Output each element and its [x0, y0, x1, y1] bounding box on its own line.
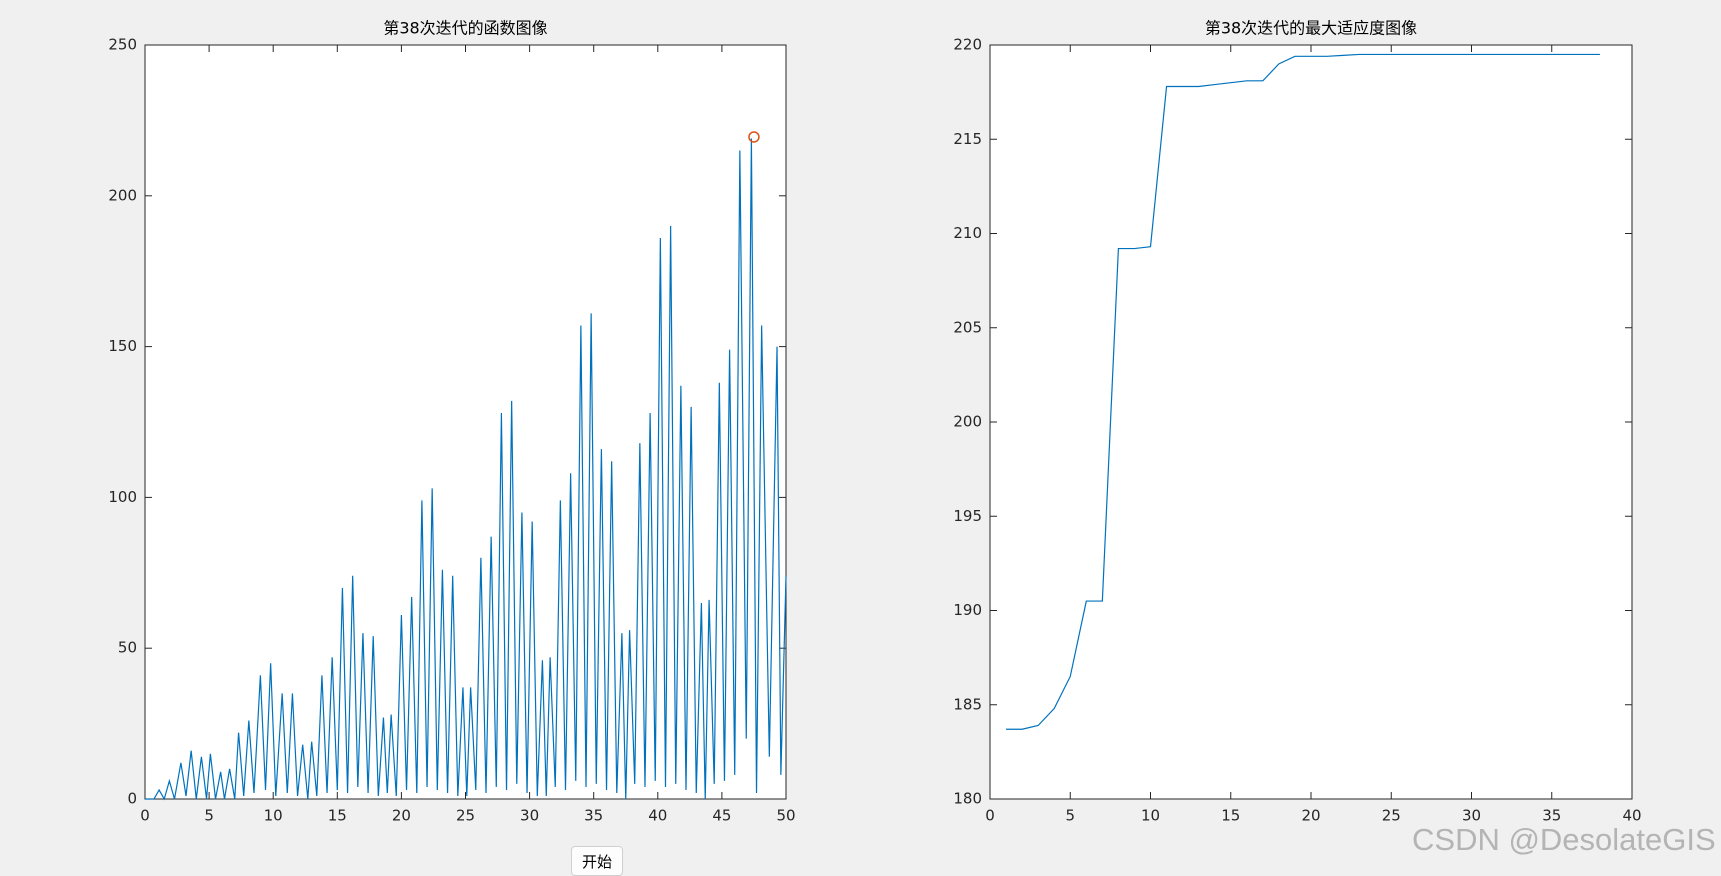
y-tick-label: 195: [953, 507, 982, 525]
y-tick-label: 0: [127, 790, 137, 808]
start-button[interactable]: 开始: [571, 846, 623, 876]
x-tick-label: 25: [1382, 807, 1401, 825]
x-tick-label: 15: [328, 807, 347, 825]
y-tick-label: 190: [953, 601, 982, 619]
x-tick-label: 0: [140, 807, 150, 825]
x-tick-label: 15: [1221, 807, 1240, 825]
chart-title: 第38次迭代的最大适应度图像: [1205, 19, 1417, 38]
x-tick-label: 10: [264, 807, 283, 825]
x-tick-label: 20: [392, 807, 411, 825]
y-tick-label: 50: [118, 639, 137, 657]
y-tick-label: 250: [108, 36, 137, 54]
y-tick-label: 150: [108, 337, 137, 355]
best-point: [748, 131, 760, 143]
y-tick-label: 185: [953, 695, 982, 713]
y-tick-label: 205: [953, 318, 982, 336]
x-tick-label: 35: [1542, 807, 1561, 825]
plot-area: [989, 44, 1633, 800]
plot-area: [144, 44, 787, 800]
x-tick-label: 30: [520, 807, 539, 825]
x-tick-label: 0: [985, 807, 995, 825]
y-tick-label: 220: [953, 36, 982, 54]
x-tick-label: 5: [1065, 807, 1075, 825]
x-tick-label: 10: [1141, 807, 1160, 825]
y-tick-label: 180: [953, 790, 982, 808]
x-tick-label: 25: [456, 807, 475, 825]
y-tick-label: 210: [953, 224, 982, 242]
x-tick-label: 40: [648, 807, 667, 825]
watermark: CSDN @DesolateGIS: [1412, 822, 1716, 857]
x-tick-label: 45: [712, 807, 731, 825]
y-tick-label: 100: [108, 488, 137, 506]
chart-title: 第38次迭代的函数图像: [383, 19, 547, 38]
y-tick-label: 200: [108, 186, 137, 204]
x-tick-label: 50: [776, 807, 795, 825]
x-tick-label: 35: [584, 807, 603, 825]
data-line: [1006, 53, 1600, 730]
data-line: [145, 138, 787, 801]
x-tick-label: 5: [204, 807, 214, 825]
x-tick-label: 20: [1301, 807, 1320, 825]
x-tick-label: 40: [1622, 807, 1641, 825]
y-tick-label: 215: [953, 130, 982, 148]
y-tick-label: 200: [953, 413, 982, 431]
x-tick-label: 30: [1462, 807, 1481, 825]
